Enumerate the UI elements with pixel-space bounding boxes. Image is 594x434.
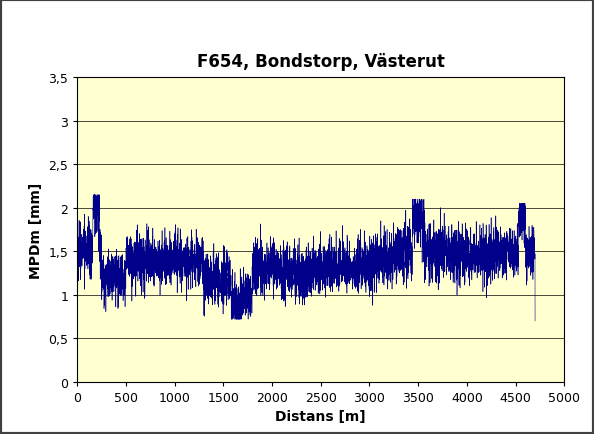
X-axis label: Distans [m]: Distans [m] [276,409,366,424]
Title: F654, Bondstorp, Västerut: F654, Bondstorp, Västerut [197,53,445,71]
Y-axis label: MPDm [mm]: MPDm [mm] [29,182,43,278]
